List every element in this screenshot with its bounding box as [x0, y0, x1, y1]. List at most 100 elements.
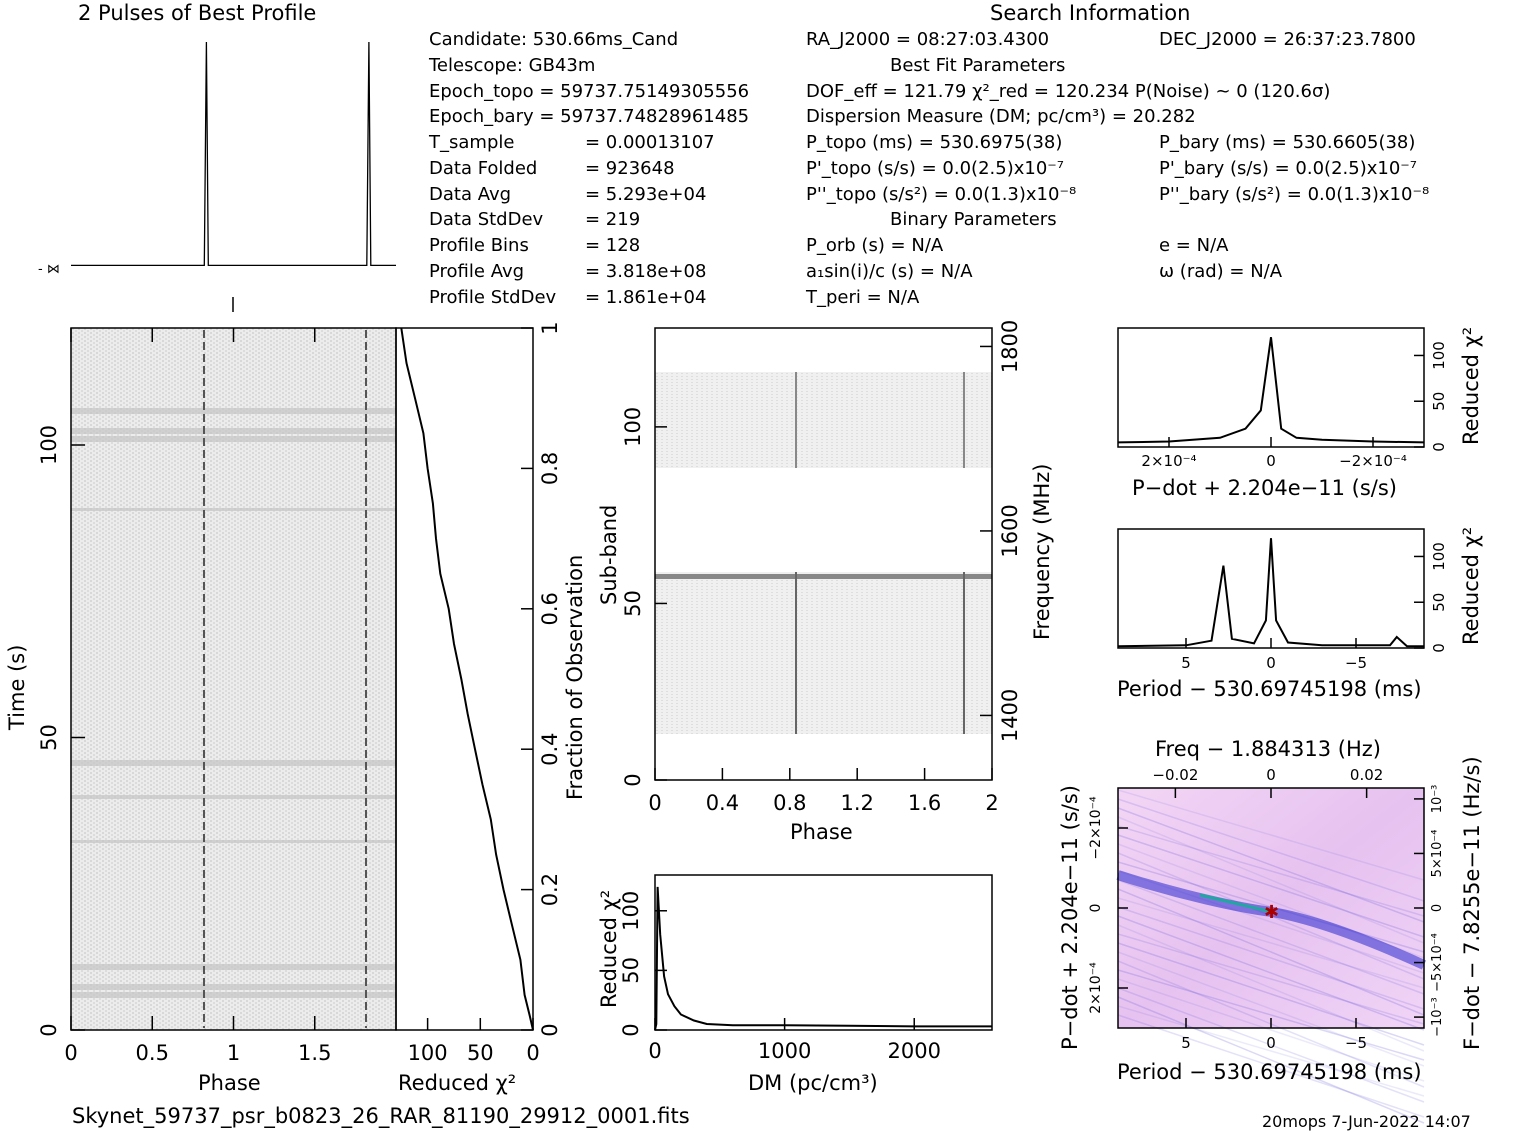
data-avg-label: Data Avg: [429, 184, 512, 205]
profile-plot: - ⋈: [38, 41, 396, 312]
time-phase-band-4: [71, 760, 396, 766]
pp-ylabel: P−dot + 2.204e−11 (s/s): [1058, 785, 1082, 1050]
time-phase-band-9: [71, 992, 396, 998]
pr-xtick-label-0: 5: [1181, 654, 1191, 672]
pp-xlabel: Period − 530.69745198 (ms): [1117, 1060, 1422, 1084]
pd-ylabel: Reduced χ²: [1459, 326, 1483, 445]
pddot-bary-line: P''_bary (s/s²) = 0.0(1.3)x10⁻⁸: [1159, 184, 1430, 205]
footer-filename: Skynet_59737_psr_b0823_26_RAR_81190_2991…: [72, 1104, 690, 1128]
sb-xtick-label-5: 2: [985, 791, 998, 815]
ct-ytick-label-4: 0.8: [538, 452, 562, 485]
epoch-bary-line: Epoch_bary = 59737.74828961485: [429, 106, 750, 127]
time-phase-band-1: [71, 428, 396, 434]
e-line: e = N/A: [1159, 235, 1229, 256]
pdot-series-line: [1117, 337, 1425, 444]
sb-y2tick-label-0: 1400: [998, 689, 1022, 742]
data-folded-label: Data Folded: [429, 158, 538, 179]
tp-ytick-label-1: 50: [37, 724, 61, 751]
time-phase-band-6: [71, 840, 396, 843]
data-avg-value: = 5.293e+04: [585, 184, 707, 205]
tp-xtick-label-2: 1: [227, 1041, 240, 1065]
ppdot-streak-18: [1117, 951, 1425, 1067]
ra-line: RA_J2000 = 08:27:03.4300: [806, 29, 1050, 50]
binary-title: Binary Parameters: [890, 209, 1057, 230]
subband-rfi-row: [655, 574, 992, 579]
best-fit-title: Best Fit Parameters: [890, 55, 1066, 76]
ppdot-streak-21: [1117, 978, 1425, 1082]
pp-y2tick-label-4: 10⁻³: [1430, 785, 1445, 814]
pp-y2tick-label-0: −10⁻³: [1430, 997, 1445, 1037]
data-folded-value: = 923648: [585, 158, 675, 179]
profile-stddev-label: Profile StdDev: [429, 287, 557, 308]
ppdot-peak-trace: [1199, 893, 1273, 914]
sb-xtick-label-3: 1.2: [840, 791, 873, 815]
ppdot-streak-20: [1117, 969, 1425, 1061]
chisq-time-frame: [395, 327, 534, 1031]
ct-xtick-label-2: 0: [526, 1041, 539, 1065]
time-phase-band-7: [71, 964, 396, 970]
pp-title: Freq − 1.884313 (Hz): [1155, 737, 1381, 761]
profile-bins-label: Profile Bins: [429, 235, 529, 256]
period-series-line: [1117, 538, 1424, 648]
pd-ytick-label-2: 100: [1430, 341, 1448, 370]
dm-xtick-label-0: 0: [648, 1039, 661, 1063]
ppdot-streak-16: [1117, 933, 1425, 1025]
pd-xlabel: P−dot + 2.204e−11 (s/s): [1132, 476, 1397, 500]
ppdot-streak-4: [1117, 825, 1425, 917]
pd-ytick-label-1: 50: [1430, 392, 1448, 411]
ppdot-streak-12: [1117, 897, 1425, 989]
sb-y2label: Frequency (MHz): [1030, 463, 1054, 640]
pr-ytick-label-1: 50: [1430, 593, 1448, 612]
dm-xtick-label-1: 1000: [758, 1039, 811, 1063]
profile-avg-label: Profile Avg: [429, 261, 525, 282]
sb-xtick-label-0: 0: [648, 791, 661, 815]
pd-ytick-label-0: 0: [1430, 442, 1448, 452]
ppdot-streak-1: [1117, 798, 1425, 902]
porb-line: P_orb (s) = N/A: [806, 235, 944, 256]
tp-ytick-label-0: 0: [37, 1023, 61, 1036]
sb-xtick-label-2: 0.8: [773, 791, 806, 815]
pr-xtick-label-1: 0: [1266, 654, 1276, 672]
subband-block-top: [655, 372, 992, 468]
tp-xtick-label-0: 0: [64, 1041, 77, 1065]
pr-ylabel: Reduced χ²: [1459, 526, 1483, 645]
ppdot-streak-22: [1117, 987, 1425, 1103]
tsample-value: = 0.00013107: [585, 132, 715, 153]
tsample-label: T_sample: [429, 132, 515, 153]
pdot-axes: 2×10⁻⁴ 0 −2×10⁻⁴ 0 50 100: [1141, 341, 1448, 470]
chisq-time-axes: 100 50 0 0 0.2 0.4 0.6 0.8 1: [408, 321, 562, 1065]
subband-plot: 0 0.4 0.8 1.2 1.6 2 0 50 100 1400 1600 1800: [621, 320, 1022, 815]
ct-ytick-label-2: 0.4: [538, 732, 562, 765]
ct-ylabel: Fraction of Observation: [563, 554, 587, 800]
sb-xtick-label-4: 1.6: [908, 791, 941, 815]
time-phase-band-3: [71, 508, 396, 511]
time-phase-heatmap: [71, 328, 396, 1030]
epoch-topo-line: Epoch_topo = 59737.75149305556: [429, 81, 750, 102]
tp-ytick-label-2: 100: [37, 425, 61, 465]
pr-xlabel: Period − 530.69745198 (ms): [1117, 677, 1422, 701]
ct-ytick-label-5: 1: [538, 321, 562, 334]
tp-xlabel: Phase: [198, 1071, 261, 1095]
p-topo-line: P_topo (ms) = 530.6975(38): [806, 132, 1063, 153]
sb-ytick-label-0: 0: [621, 773, 645, 786]
profile-avg-value: = 3.818e+08: [585, 261, 707, 282]
sb-xtick-label-1: 0.4: [706, 791, 739, 815]
ppdot-streak-23: [1117, 996, 1425, 1124]
pdot-bary-line: P'_bary (s/s) = 0.0(2.5)x10⁻⁷: [1159, 158, 1417, 179]
ppdot-streak-15: [1117, 924, 1425, 1052]
profile-series-line: [71, 41, 396, 267]
dm-ytick-label-1: 50: [619, 957, 643, 984]
subband-block-bottom: [655, 572, 992, 734]
pdot-plot: 2×10⁻⁴ 0 −2×10⁻⁴ 0 50 100: [1117, 327, 1448, 470]
sb-y2tick-label-1: 1600: [998, 504, 1022, 557]
profile-error-marker: - ⋈: [38, 262, 60, 277]
ppdot-streak-14: [1117, 915, 1425, 1031]
pp-xtick-label-0: 5: [1181, 1034, 1191, 1052]
ppdot-streak-25: [1117, 1014, 1425, 1118]
ct-ytick-label-1: 0.2: [538, 873, 562, 906]
ppdot-plot: ✱ 5 0 −5 −0.02 0 0.02 2×10⁻⁴ 0 −2×10⁻⁴ −10⁻³ −5×10…: [1088, 766, 1445, 1124]
time-phase-band-5: [71, 795, 396, 799]
candidate-line: Candidate: 530.66ms_Cand: [429, 29, 679, 50]
